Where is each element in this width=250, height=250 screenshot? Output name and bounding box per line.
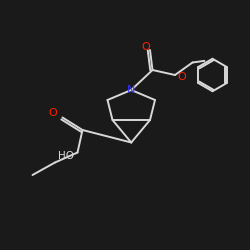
Text: HO: HO <box>58 151 74 161</box>
Text: O: O <box>48 108 57 118</box>
Text: O: O <box>177 72 186 83</box>
Text: O: O <box>142 42 150 52</box>
Text: N: N <box>127 85 136 95</box>
